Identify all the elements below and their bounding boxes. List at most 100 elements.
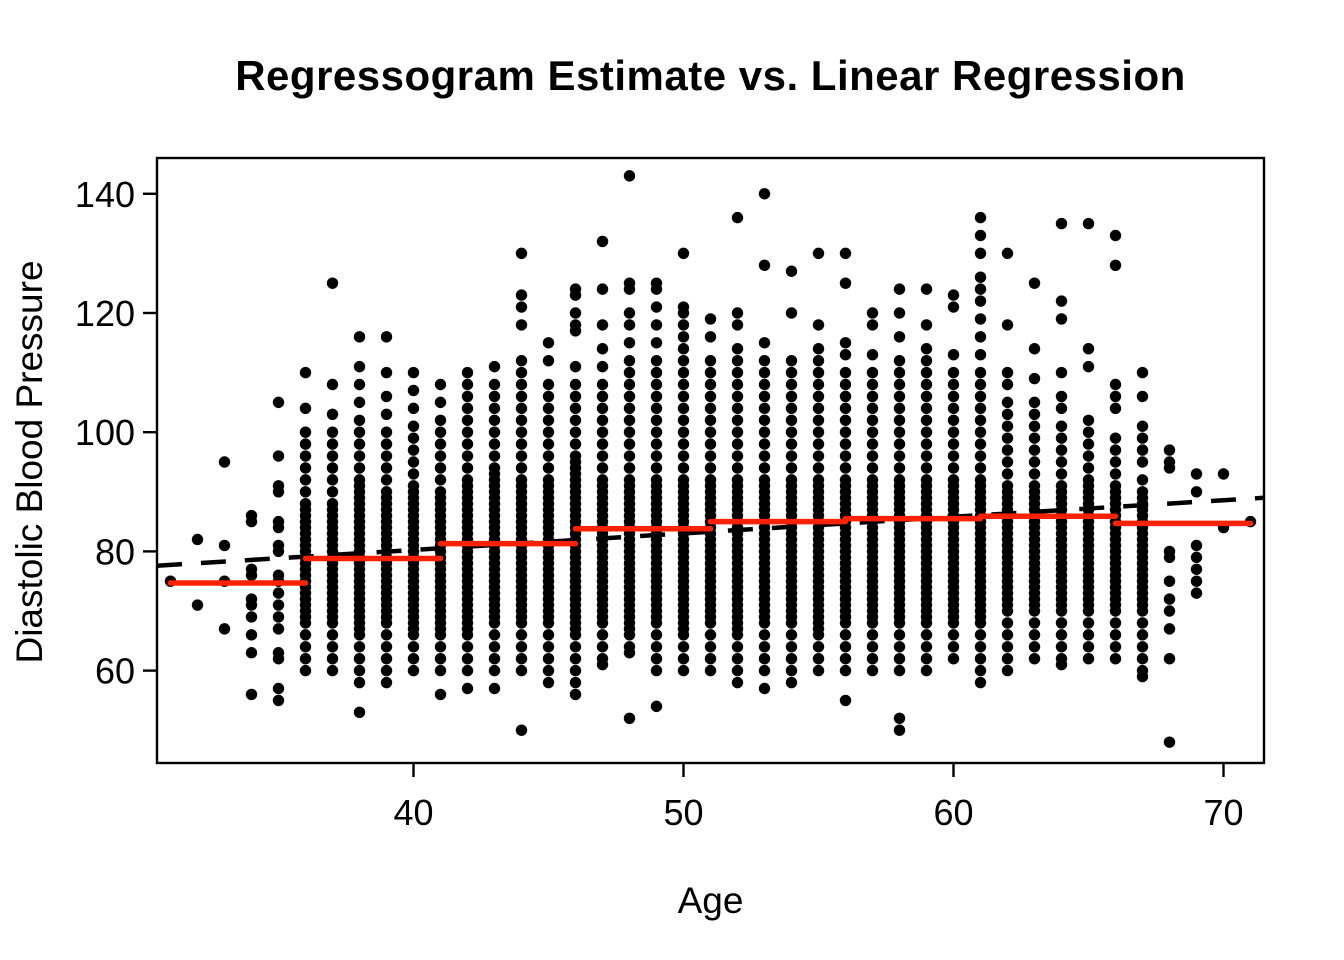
scatter-point: [569, 307, 582, 319]
scatter-point: [434, 450, 447, 462]
scatter-point: [1001, 617, 1014, 629]
scatter-point: [515, 366, 528, 379]
scatter-point: [407, 641, 420, 653]
scatter-point: [1028, 420, 1041, 432]
scatter-point: [407, 432, 420, 444]
scatter-point: [245, 688, 258, 701]
scatter-point: [731, 307, 744, 319]
scatter-point: [812, 450, 825, 462]
scatter-point: [1082, 617, 1095, 629]
scatter-point: [704, 414, 717, 426]
scatter-point: [920, 438, 933, 450]
scatter-point: [353, 331, 366, 343]
scatter-point: [299, 438, 312, 450]
scatter-point: [947, 348, 960, 361]
scatter-point: [1028, 641, 1041, 653]
scatter-point: [731, 676, 744, 689]
scatter-point: [812, 390, 825, 403]
scatter-point: [488, 414, 501, 426]
scatter-point: [812, 462, 825, 474]
scatter-point: [704, 641, 717, 653]
scatter-point: [1055, 444, 1068, 456]
scatter-point: [1082, 462, 1095, 474]
scatter-point: [326, 486, 339, 498]
scatter-point: [623, 337, 636, 349]
scatter-point: [947, 366, 960, 379]
scatter-point: [407, 468, 420, 480]
scatter-point: [353, 664, 366, 677]
scatter-point: [1055, 366, 1068, 379]
scatter-point: [650, 426, 663, 438]
scatter-point: [812, 319, 825, 331]
scatter-point: [353, 450, 366, 462]
scatter-point: [839, 462, 852, 474]
scatter-point: [1109, 629, 1122, 641]
scatter-point: [596, 319, 609, 331]
scatter-point: [1082, 360, 1095, 373]
x-tick-label: 50: [663, 792, 703, 833]
scatter-point: [1055, 295, 1068, 307]
scatter-point: [677, 331, 690, 343]
scatter-point: [1163, 652, 1176, 665]
scatter-point: [974, 313, 987, 325]
scatter-point: [974, 211, 987, 224]
scatter-point: [1163, 551, 1176, 564]
scatter-point: [785, 652, 798, 665]
scatter-point: [1082, 652, 1095, 665]
scatter-point: [1109, 378, 1122, 391]
scatter-point: [650, 641, 663, 653]
scatter-point: [596, 617, 609, 629]
scatter-point: [542, 462, 555, 474]
scatter-point: [488, 426, 501, 438]
scatter-point: [515, 617, 528, 629]
scatter-point: [191, 533, 204, 546]
scatter-point: [920, 378, 933, 391]
scatter-point: [515, 438, 528, 450]
scatter-point: [839, 438, 852, 450]
scatter-point: [596, 438, 609, 450]
scatter-point: [1163, 605, 1176, 617]
scatter-point: [380, 664, 393, 677]
scatter-point: [866, 402, 879, 415]
scatter-point: [1109, 444, 1122, 456]
scatter-point: [515, 390, 528, 403]
scatter-point: [920, 402, 933, 415]
scatter-point: [1001, 432, 1014, 444]
scatter-point: [461, 390, 474, 403]
scatter-point: [461, 402, 474, 415]
scatter-point: [542, 337, 555, 349]
scatter-point: [893, 724, 906, 736]
scatter-point: [353, 462, 366, 474]
scatter-point: [866, 450, 879, 462]
scatter-point: [947, 289, 960, 301]
scatter-point: [461, 641, 474, 653]
scatter-point: [1001, 468, 1014, 480]
scatter-point: [461, 629, 474, 641]
scatter-point: [974, 229, 987, 242]
scatter-point: [650, 462, 663, 474]
scatter-point: [1190, 539, 1203, 552]
scatter-point: [569, 402, 582, 415]
scatter-point: [974, 462, 987, 474]
scatter-point: [1217, 468, 1230, 480]
x-axis-title: Age: [677, 880, 744, 921]
scatter-point: [785, 664, 798, 677]
scatter-point: [758, 378, 771, 391]
scatter-point: [326, 617, 339, 629]
plot-border: [155, 156, 1266, 765]
scatter-point: [839, 337, 852, 349]
scatter-point: [596, 402, 609, 415]
x-tick-label: 70: [1203, 792, 1243, 833]
scatter-point: [920, 462, 933, 474]
scatter-point: [677, 462, 690, 474]
scatter-point: [893, 307, 906, 319]
scatter-point: [974, 402, 987, 415]
scatter-point: [974, 331, 987, 343]
scatter-point: [1028, 372, 1041, 385]
scatter-point: [596, 235, 609, 248]
scatter-point: [272, 623, 285, 635]
scatter-point: [920, 652, 933, 665]
scatter-point: [1055, 605, 1068, 617]
scatter-point: [569, 289, 582, 301]
scatter-point: [569, 688, 582, 701]
